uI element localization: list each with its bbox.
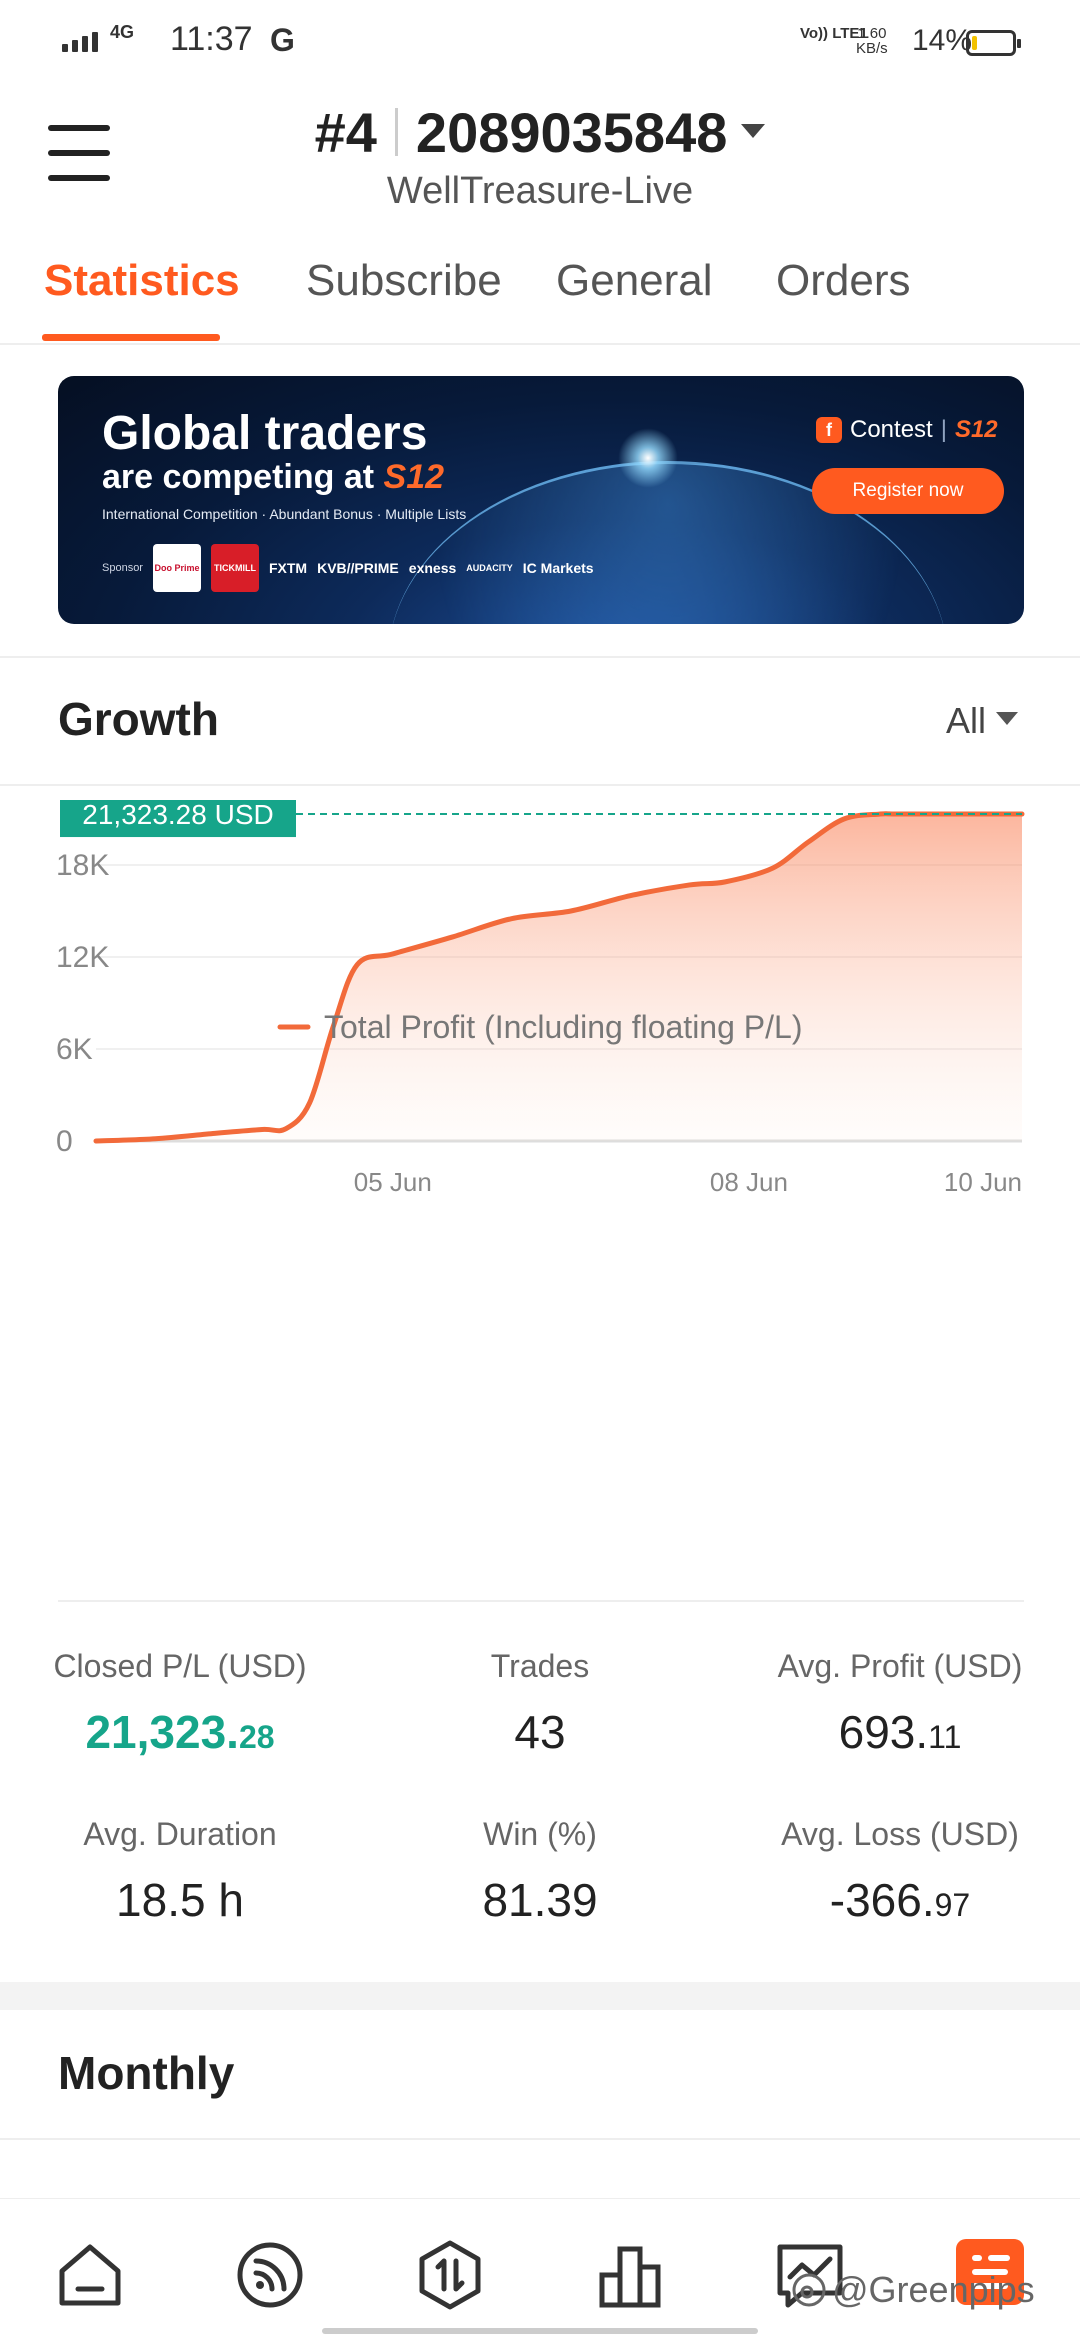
stat-value: 21,323.28 <box>85 1706 275 1758</box>
section-separator <box>0 1982 1080 2010</box>
register-now-button[interactable]: Register now <box>812 468 1004 514</box>
divider <box>0 656 1080 658</box>
stat-avg-duration: Avg. Duration 18.5 h <box>0 1816 360 1927</box>
volte-indicator: Vo)) LTE1 <box>800 25 868 42</box>
banner-headline: Global traders <box>102 407 428 460</box>
bottom-navigation: @Greenpips <box>0 2198 1080 2340</box>
tab-orders[interactable]: Orders <box>776 256 911 305</box>
stat-value: 693.11 <box>838 1706 962 1758</box>
contest-label: f Contest | S12 <box>816 416 998 444</box>
message-icon[interactable] <box>772 2237 848 2313</box>
contest-banner[interactable]: Global traders are competing at S12 Inte… <box>58 376 1024 624</box>
series-area <box>96 813 1022 1141</box>
banner-subheadline: are competing at S12 <box>102 458 445 496</box>
chevron-down-icon <box>996 712 1019 725</box>
stat-value: -366.97 <box>829 1874 971 1926</box>
divider <box>0 2138 1080 2140</box>
tab-bar: Statistics Subscribe General Orders <box>0 250 1080 345</box>
stat-label: Win (%) <box>483 1816 597 1852</box>
y-tick-label: 6K <box>56 1033 93 1066</box>
sponsor-logo: FXTM <box>268 560 308 576</box>
stat-value: 43 <box>514 1706 566 1758</box>
stat-closed-pl: Closed P/L (USD) 21,323.28 <box>0 1648 360 1759</box>
sponsor-logo: KVB//PRIME <box>317 560 399 576</box>
y-tick-label: 12K <box>56 941 109 974</box>
banner-tagline: International Competition · Abundant Bon… <box>102 506 467 522</box>
feed-icon[interactable] <box>232 2237 308 2313</box>
y-tick-label: 0 <box>56 1125 73 1158</box>
monthly-title: Monthly <box>58 2047 235 2099</box>
home-icon[interactable] <box>52 2237 128 2313</box>
stat-value: 81.39 <box>482 1874 598 1926</box>
growth-title: Growth <box>58 693 219 745</box>
sponsor-row: Sponsor Doo Prime TICKMILL FXTM KVB//PRI… <box>102 544 594 592</box>
battery-icon <box>966 30 1021 56</box>
ranking-icon[interactable] <box>592 2237 668 2313</box>
last-value-label: 21,323.28 USD <box>82 800 273 830</box>
series-line <box>93 811 1025 1144</box>
profile-icon[interactable] <box>956 2239 1024 2305</box>
legend-label: Total Profit (Including floating P/L) <box>324 1009 802 1045</box>
x-tick-label: 08 Jun <box>710 1167 788 1197</box>
x-tick-label: 10 Jun <box>944 1167 1022 1197</box>
stat-label: Trades <box>490 1648 590 1684</box>
account-selector[interactable]: #4 2089035848 <box>0 100 1080 165</box>
contest-logo-icon: f <box>816 417 842 443</box>
divider <box>0 784 1080 786</box>
sponsor-logo: IC Markets <box>522 560 594 576</box>
tab-general[interactable]: General <box>556 256 713 305</box>
stat-label: Avg. Profit (USD) <box>777 1648 1023 1684</box>
stat-avg-loss: Avg. Loss (USD) -366.97 <box>720 1816 1080 1927</box>
home-indicator <box>322 2328 758 2334</box>
clock: 11:37 <box>170 20 253 58</box>
divider <box>58 1600 1024 1602</box>
stat-trades: Trades 43 <box>360 1648 720 1759</box>
stat-value: 18.5 h <box>116 1874 244 1926</box>
growth-period-dropdown[interactable]: All <box>946 700 1019 742</box>
stat-win-rate: Win (%) 81.39 <box>360 1816 720 1927</box>
trade-icon[interactable] <box>412 2237 488 2313</box>
light-flare <box>618 428 678 488</box>
watermark: @Greenpips <box>792 2269 1035 2311</box>
network-type: 4G <box>110 22 135 42</box>
google-icon: G <box>270 22 295 58</box>
tab-subscribe[interactable]: Subscribe <box>306 256 502 305</box>
stat-label: Avg. Loss (USD) <box>781 1816 1019 1852</box>
weibo-icon <box>792 2273 826 2307</box>
account-id: 2089035848 <box>415 101 728 164</box>
stat-label: Avg. Duration <box>83 1816 277 1852</box>
sponsor-logo: Doo Prime <box>152 544 201 592</box>
sponsor-logo: exness <box>408 560 457 576</box>
active-tab-indicator <box>42 334 220 341</box>
sponsor-logo: AUDACITY <box>466 563 513 573</box>
rank: #4 <box>314 101 377 164</box>
x-tick-label: 05 Jun <box>354 1167 432 1197</box>
network-speed: 1.60 KB/s <box>856 25 888 57</box>
stat-avg-profit: Avg. Profit (USD) 693.11 <box>720 1648 1080 1759</box>
chevron-down-icon <box>741 124 766 138</box>
menu-icon[interactable] <box>48 125 110 185</box>
y-tick-label: 18K <box>56 849 109 882</box>
sponsor-label: Sponsor <box>102 562 143 574</box>
server-name: WellTreasure-Live <box>386 170 694 212</box>
stat-label: Closed P/L (USD) <box>53 1648 307 1684</box>
tab-statistics[interactable]: Statistics <box>44 256 240 305</box>
battery-percent: 14% <box>912 24 973 57</box>
status-bar: 4G 11:37 G Vo)) LTE1 1.60 KB/s 14% <box>0 0 1080 80</box>
signal-icon <box>62 32 98 52</box>
sponsor-logo: TICKMILL <box>210 544 259 592</box>
